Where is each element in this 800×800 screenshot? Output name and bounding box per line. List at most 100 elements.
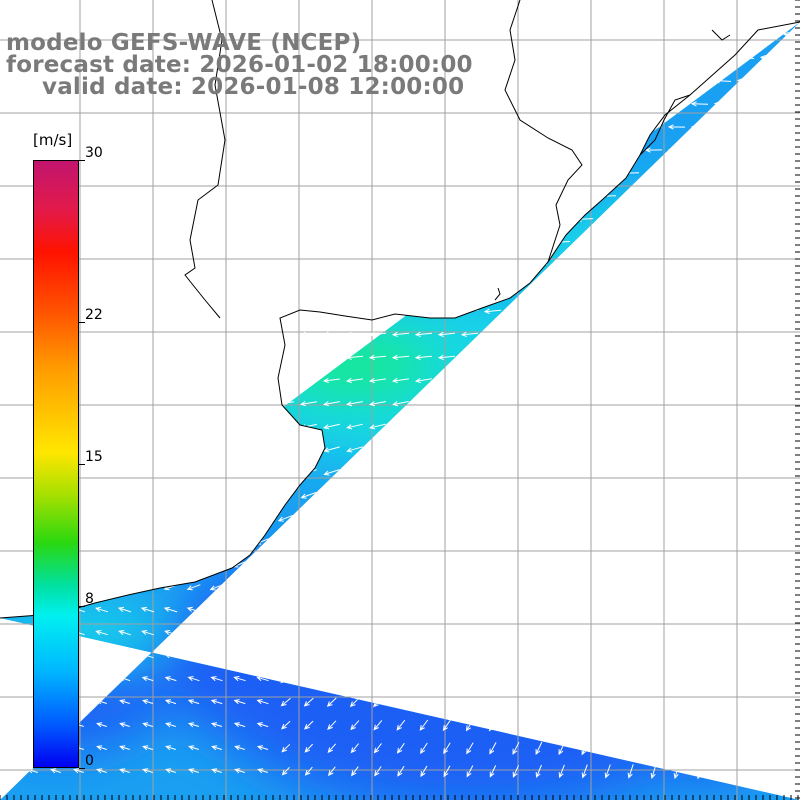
wind-arrow [345,331,364,337]
wind-arrow [736,124,755,130]
wind-arrow [371,582,385,592]
wind-arrow [552,308,571,314]
wind-arrow [188,768,199,774]
wind-arrow [648,626,660,640]
wind-arrow [535,741,543,756]
wind-arrow [668,468,685,476]
wind-arrow [461,423,478,430]
wind-arrow [644,193,663,199]
wind-arrow [324,537,339,545]
wind-arrow [350,743,359,754]
wind-arrow [784,536,800,546]
wind-arrow [280,675,292,684]
wind-arrow [487,650,499,663]
wind-arrow [348,605,361,615]
wind-arrow [281,743,291,753]
wind-arrow [393,536,408,546]
wind-arrow [396,719,406,731]
wind-arrow [736,377,754,383]
wind-arrow [531,513,547,523]
wind-arrow [462,513,478,523]
wind-arrow [233,699,246,705]
wind-arrow [323,491,340,499]
wind-arrow [668,491,685,499]
wind-arrow [736,216,755,222]
wind-arrow [4,676,15,682]
wind-arrow [304,766,313,776]
wind-arrow [437,331,456,337]
wind-arrow [599,423,616,430]
wind-arrow [209,629,224,636]
wind-arrow [464,627,476,639]
wind-arrow [372,651,384,662]
wind-arrow [232,583,247,591]
wind-arrow [672,672,682,687]
wind-arrow [442,696,452,709]
wind-arrow [511,673,521,686]
wind-arrow [736,78,755,84]
wind-arrow [604,764,611,779]
wind-arrow [303,674,315,684]
wind-arrow [690,424,708,430]
wind-arrow [50,768,61,774]
wind-arrow [667,170,686,176]
wind-arrow [278,537,293,545]
wind-arrow [621,285,640,291]
wind-arrow [507,491,524,499]
wind-arrow [599,491,616,499]
wind-arrow [667,216,686,222]
wind-arrow [782,308,800,314]
wind-arrow [782,124,800,130]
wind-arrow [759,377,778,383]
wind-arrow [345,377,363,384]
wind-arrow [163,606,178,613]
wind-arrow [508,536,523,546]
wind-arrow [369,491,386,499]
wind-arrow [759,101,778,107]
wind-arrow [255,583,270,591]
wind-arrow [690,193,709,199]
wind-arrow [621,239,640,245]
wind-arrow [763,649,775,664]
wind-arrow [787,671,797,687]
wind-arrow [598,239,617,245]
wind-arrow [304,720,314,730]
wind-arrow [326,651,338,661]
wind-arrow [325,605,338,615]
wind-arrow [762,604,775,617]
wind-arrow [530,468,547,476]
wind-arrow [598,308,617,314]
wind-arrow [95,653,108,659]
wind-arrow [598,285,617,291]
wind-arrow [512,741,520,755]
wind-arrow [346,469,363,476]
wind-arrow [489,742,497,755]
wind-arrow [557,695,567,709]
wind-arrow [667,377,686,383]
wind-arrow [715,536,730,546]
wind-arrow [506,308,525,314]
wind-arrow [623,558,638,570]
wind-arrow [348,628,361,638]
wind-arrow [716,581,730,593]
wind-arrow [414,331,433,337]
wind-arrow [530,446,547,453]
wind-arrow [140,606,155,613]
wind-arrow [369,468,386,476]
wind-arrow [394,582,408,592]
wind-arrow [416,536,431,546]
wind-arrow [621,308,640,314]
wind-arrow [323,446,340,453]
wind-arrow [187,629,201,636]
wind-arrow [554,513,570,523]
wind-arrow [278,560,293,568]
wind-arrow [509,604,522,616]
wind-arrow [439,559,454,569]
wind-arrow [556,627,568,640]
wind-arrow [439,536,454,546]
wind-arrow [142,699,154,705]
wind-arrow [327,720,337,731]
wind-arrow [529,331,548,337]
wind-arrow [95,630,108,636]
